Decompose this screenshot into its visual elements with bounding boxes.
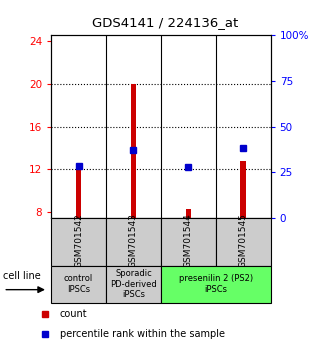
Bar bbox=[51, 218, 106, 266]
Text: count: count bbox=[60, 309, 87, 319]
Bar bbox=[131, 84, 136, 218]
Text: GDS4141 / 224136_at: GDS4141 / 224136_at bbox=[92, 16, 238, 29]
Bar bbox=[51, 266, 106, 303]
Text: percentile rank within the sample: percentile rank within the sample bbox=[60, 329, 225, 339]
Text: control
IPSCs: control IPSCs bbox=[64, 274, 93, 294]
Bar bbox=[161, 266, 271, 303]
Bar bbox=[106, 266, 161, 303]
Bar bbox=[106, 218, 161, 266]
Text: GSM701544: GSM701544 bbox=[184, 213, 193, 268]
Bar bbox=[76, 170, 81, 218]
Text: Sporadic
PD-derived
iPSCs: Sporadic PD-derived iPSCs bbox=[110, 269, 157, 299]
Text: GSM701545: GSM701545 bbox=[239, 213, 248, 268]
Text: cell line: cell line bbox=[3, 271, 41, 281]
Text: GSM701543: GSM701543 bbox=[129, 213, 138, 268]
Bar bbox=[241, 161, 246, 218]
Bar bbox=[161, 218, 216, 266]
Bar bbox=[185, 209, 191, 218]
Text: GSM701542: GSM701542 bbox=[74, 213, 83, 268]
Bar bbox=[216, 218, 271, 266]
Text: presenilin 2 (PS2)
iPSCs: presenilin 2 (PS2) iPSCs bbox=[179, 274, 253, 294]
